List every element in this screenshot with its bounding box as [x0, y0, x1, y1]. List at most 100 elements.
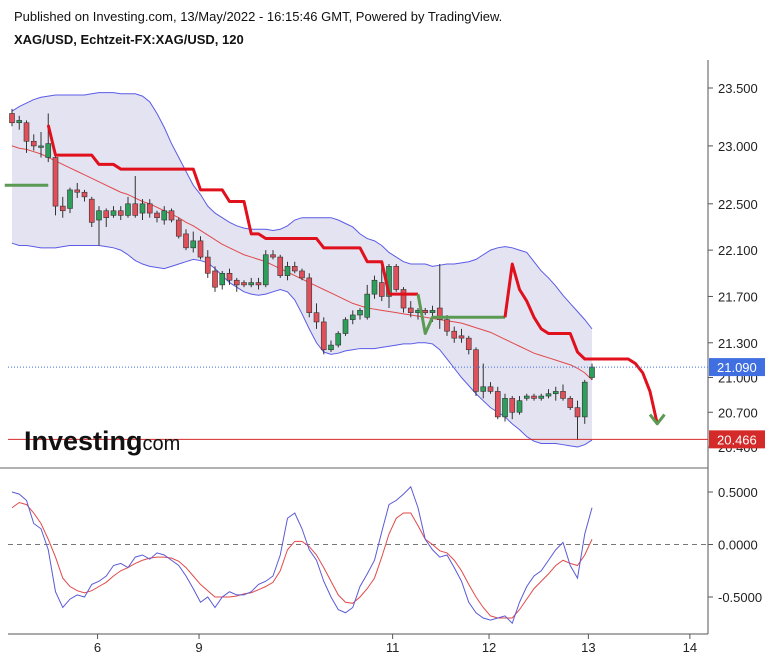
current-price-tag: [709, 358, 765, 377]
published-caption: Published on Investing.com, 13/May/2022 …: [14, 9, 503, 24]
candle-body: [371, 279, 378, 295]
candle-body: [139, 203, 146, 214]
candle-body: [335, 333, 342, 346]
candle-body: [125, 203, 131, 216]
candle-body: [168, 210, 175, 221]
candle-body: [523, 395, 530, 399]
candle-body: [422, 310, 429, 313]
candle-body: [212, 270, 218, 288]
time-tick-label: 14: [683, 640, 697, 655]
oscillator-tick-label: 0.5000: [718, 485, 758, 500]
candle-body: [161, 210, 168, 221]
oscillator-tick-label: -0.5000: [718, 590, 762, 605]
candle-body: [45, 143, 52, 158]
candle-body: [255, 282, 262, 286]
candle-body: [378, 282, 385, 297]
candle-body: [30, 140, 37, 147]
candle-body: [494, 391, 501, 418]
candle-body: [581, 381, 588, 418]
oscillator-fast-line: [11, 485, 593, 625]
supertrend-up-segment: [648, 413, 666, 426]
candle-body: [9, 113, 15, 124]
candle-body: [81, 191, 88, 198]
supertrend-down-segment: [503, 262, 659, 425]
candle-body: [465, 337, 472, 351]
time-tick-label: 12: [482, 640, 496, 655]
candle-body: [444, 319, 450, 332]
candle-body: [183, 233, 189, 249]
candle-body: [88, 198, 95, 223]
candle-body: [436, 307, 443, 320]
candle-body: [241, 282, 247, 286]
candle-body: [96, 210, 102, 221]
candle-body: [270, 254, 276, 258]
candle-body: [248, 282, 255, 286]
candle-body: [38, 145, 44, 148]
candle-body: [502, 398, 508, 418]
candle-body: [567, 398, 574, 408]
candle-body: [284, 266, 291, 276]
price-tick-label: 21.700: [718, 289, 758, 304]
candle-body: [219, 272, 226, 286]
candle-body: [328, 344, 334, 351]
current-price-tag-text: 21.090: [717, 360, 757, 375]
price-tick-label: 22.500: [718, 197, 758, 212]
candle-body: [407, 307, 414, 313]
candle-body: [74, 189, 81, 193]
candle-body: [538, 395, 545, 399]
candle-body: [262, 254, 269, 286]
candle-body: [574, 407, 581, 418]
time-axis-labels: 6 9 11 12 13 14: [94, 634, 697, 655]
candle-body: [400, 289, 407, 309]
candle-body: [175, 219, 182, 237]
candle-body: [132, 203, 139, 216]
supertrend-down-segment: [46, 124, 418, 296]
bollinger-upper: [11, 92, 593, 330]
candle-body: [364, 293, 371, 318]
candle-body: [429, 310, 436, 313]
price-tick-label: 23.500: [718, 81, 758, 96]
candle-body: [451, 330, 458, 339]
candle-body: [277, 256, 284, 276]
candle-body: [531, 395, 537, 399]
logo-brand: Investing: [24, 426, 143, 456]
time-tick-label: 11: [386, 640, 400, 655]
price-tick-label: 23.000: [718, 139, 758, 154]
candle-body: [52, 157, 59, 207]
candle-body: [67, 189, 73, 209]
candle-body: [204, 256, 211, 274]
price-tick-label: 20.700: [718, 405, 758, 420]
candle-body: [342, 319, 349, 334]
candle-body: [233, 279, 240, 286]
candle-body: [190, 240, 197, 249]
supertrend-up-segment: [416, 293, 505, 336]
candle-body: [154, 212, 160, 219]
oscillator-pane: 0.5000 0.0000 -0.5000: [8, 485, 762, 625]
candle-body: [313, 312, 320, 323]
time-tick-label: 9: [195, 640, 202, 655]
candle-body: [458, 335, 465, 339]
candle-body: [226, 272, 233, 281]
candle-body: [306, 277, 313, 313]
symbol-title: XAG/USD, Echtzeit-FX:XAG/USD, 120: [14, 32, 244, 47]
candle-body: [299, 270, 305, 279]
candle-body: [146, 203, 153, 214]
candle-body: [197, 240, 204, 258]
candle-body: [393, 266, 400, 290]
candle-body: [589, 366, 595, 378]
supertrend-line: [4, 124, 666, 426]
price-axis-labels: 23.500 23.000 22.500 22.100 21.700 21.300 21.0…: [708, 81, 765, 455]
support-price-tag: [709, 430, 765, 449]
candle-body: [349, 314, 356, 320]
candle-body: [291, 266, 298, 272]
support-price-tag-text: 20.466: [717, 432, 757, 447]
candle-body: [320, 321, 327, 351]
candle-body: [480, 386, 487, 392]
candle-body: [487, 386, 494, 392]
candle-body: [473, 349, 479, 392]
candle-body: [545, 393, 552, 397]
candle-body: [16, 120, 23, 124]
candle-body: [110, 210, 117, 216]
candle-body: [516, 400, 523, 413]
